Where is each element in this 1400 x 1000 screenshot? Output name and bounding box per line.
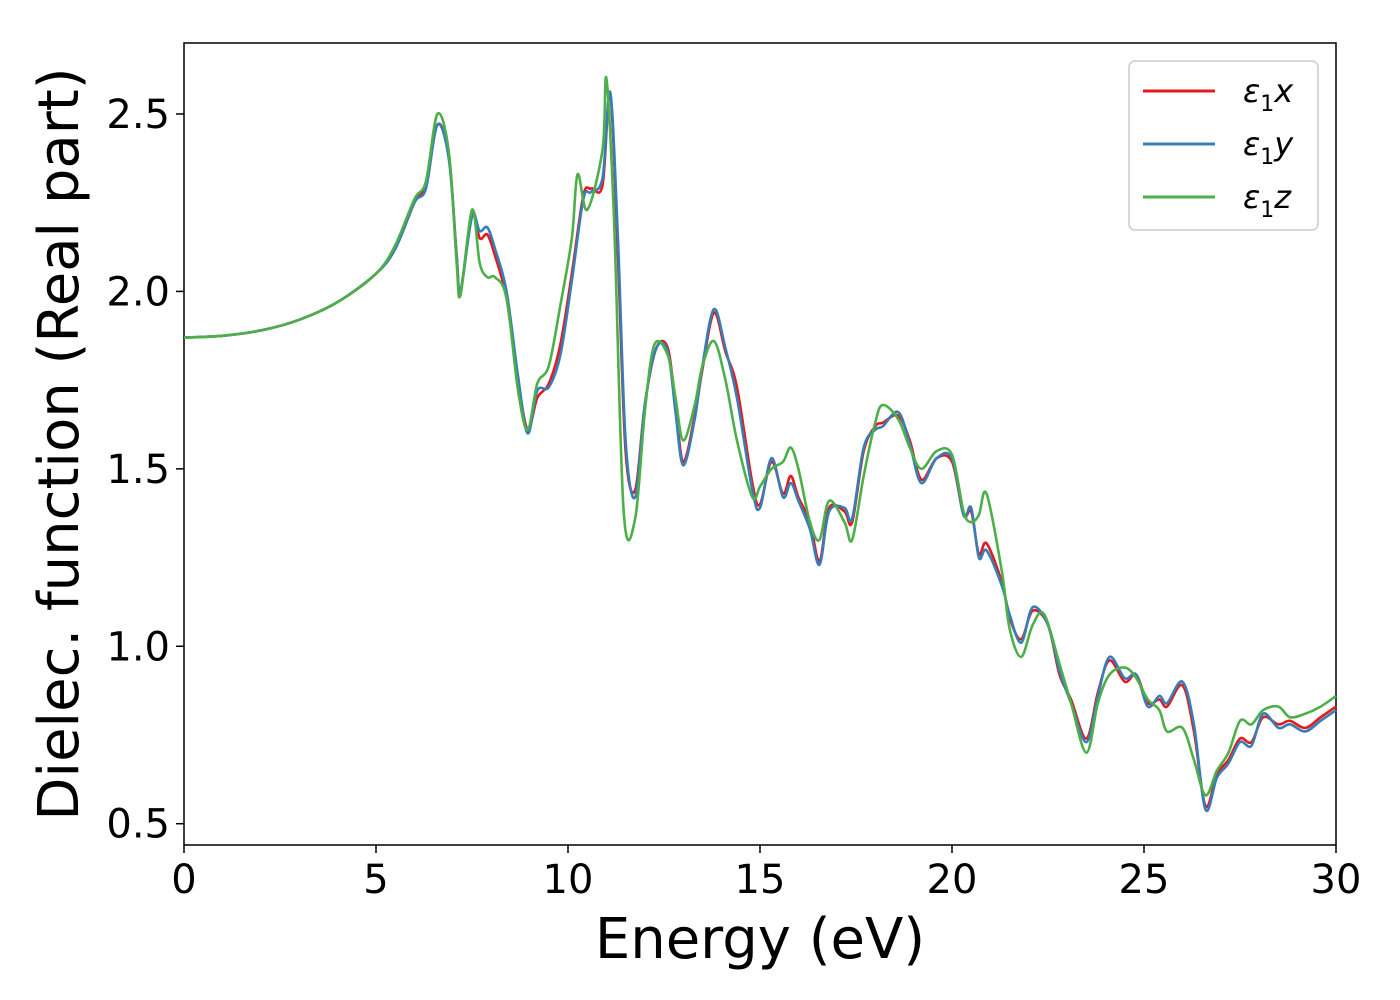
- x-axis-title: Energy (eV): [595, 907, 925, 972]
- x-tick-label: 20: [927, 857, 978, 903]
- x-tick-label: 25: [1119, 857, 1170, 903]
- y-axis-title: Dielec. function (Real part): [27, 67, 92, 820]
- legend-box: [1128, 60, 1319, 231]
- legend: ε1x ε1y ε1z: [1128, 60, 1319, 231]
- series-line-z: [183, 75, 1337, 797]
- y-tick-label: 1.0: [106, 624, 170, 670]
- x-tick-label: 15: [735, 857, 786, 903]
- y-tick-label: 1.5: [106, 447, 170, 493]
- x-tick-label: 0: [171, 857, 196, 903]
- legend-label-x: ε1x: [1243, 72, 1294, 117]
- series-lines: [183, 75, 1337, 813]
- x-tick-label: 10: [543, 857, 594, 903]
- x-axis-ticks: 0 5 10 15 20 25 30: [171, 845, 1361, 903]
- x-tick-label: 5: [363, 857, 388, 903]
- y-tick-label: 2.5: [106, 92, 170, 138]
- legend-label-z: ε1z: [1243, 178, 1292, 223]
- y-axis-ticks: 0.5 1.0 1.5 2.0 2.5: [106, 92, 184, 848]
- x-tick-label: 30: [1311, 857, 1362, 903]
- y-tick-label: 0.5: [106, 802, 170, 848]
- y-tick-label: 2.0: [106, 269, 170, 315]
- legend-label-y: ε1y: [1243, 125, 1294, 170]
